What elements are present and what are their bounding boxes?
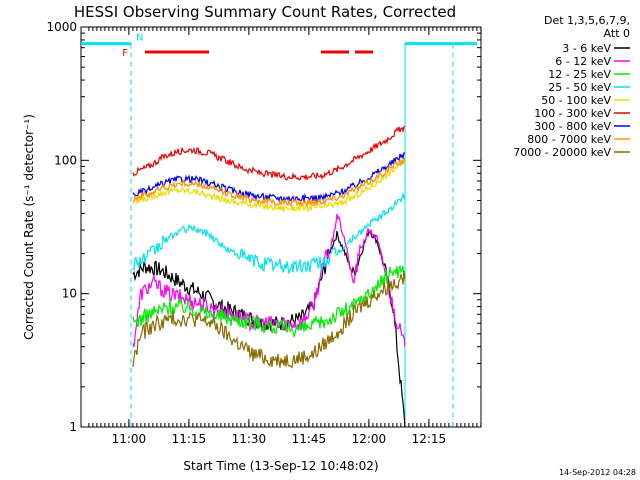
plot-frame [80, 26, 482, 428]
legend-label: 800 - 7000 keV [527, 133, 611, 146]
legend-label: 7000 - 20000 keV [513, 146, 611, 159]
x-tick-label: 11:45 [292, 432, 327, 446]
legend-label: 12 - 25 keV [548, 68, 611, 81]
x-tick-label: 11:30 [232, 432, 267, 446]
legend-label: 25 - 50 keV [548, 81, 611, 94]
legend-item: 50 - 100 keV [541, 94, 630, 107]
chart-title: HESSI Observing Summary Count Rates, Cor… [74, 3, 456, 21]
flag-markers: FN [81, 33, 477, 427]
legend-item: 6 - 12 keV [555, 55, 630, 68]
x-tick-label: 12:15 [412, 432, 447, 446]
legend-item: 100 - 300 keV [534, 107, 630, 120]
x-axis-ticks: 11:00 11:15 11:30 11:45 12:00 12:15 [88, 27, 482, 446]
series-line [132, 264, 406, 339]
legend-item: 800 - 7000 keV [527, 133, 630, 146]
legend-label: 50 - 100 keV [541, 94, 611, 107]
series-line [132, 156, 406, 213]
legend-item: 3 - 6 keV [562, 42, 630, 55]
legend-header-detectors: Det 1,3,5,6,7,9, [544, 14, 630, 27]
legend-label: 300 - 800 keV [534, 120, 611, 133]
x-tick-label: 11:15 [172, 432, 207, 446]
y-tick-label: 1 [69, 420, 77, 434]
x-tick-label: 11:00 [112, 432, 147, 446]
night-flag-label: N [136, 33, 143, 44]
x-axis-title: Start Time (13-Sep-12 10:48:02) [183, 459, 378, 473]
y-axis-ticks: 1 10 100 1000 [46, 20, 481, 434]
y-tick-label: 100 [54, 153, 77, 167]
x-tick-label: 12:00 [352, 432, 387, 446]
legend-label: 100 - 300 keV [534, 107, 611, 120]
y-tick-label: 10 [62, 287, 77, 301]
y-axis-title: Corrected Count Rate (s⁻¹ detector⁻¹) [22, 114, 36, 340]
series-line [132, 271, 406, 369]
series-line [132, 156, 406, 208]
footer-timestamp: 14-Sep-2012 04:28 [559, 468, 636, 477]
legend-item: 12 - 25 keV [548, 68, 630, 81]
series-lines [132, 125, 406, 428]
plot-area [80, 26, 482, 428]
legend-item: 25 - 50 keV [548, 81, 630, 94]
series-line [132, 213, 406, 348]
legend-label: 6 - 12 keV [555, 55, 611, 68]
legend-label: 3 - 6 keV [562, 42, 611, 55]
flare-flag-label: F [122, 48, 128, 59]
legend-item: 300 - 800 keV [534, 120, 630, 133]
legend-item: 7000 - 20000 keV [513, 146, 630, 159]
series-line [132, 191, 406, 274]
series-line [132, 228, 406, 428]
legend-header-attenuator: Att 0 [604, 27, 630, 40]
y-tick-label: 1000 [46, 20, 77, 34]
series-line [132, 125, 406, 181]
series-line [132, 152, 406, 203]
